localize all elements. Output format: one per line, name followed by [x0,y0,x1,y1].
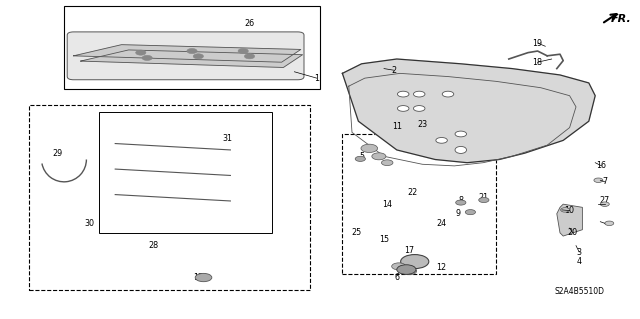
Circle shape [244,54,255,59]
Text: 5: 5 [359,152,364,161]
Text: 29: 29 [52,149,63,158]
Circle shape [238,48,248,54]
Text: 24: 24 [436,219,447,228]
Text: 4: 4 [577,257,582,266]
Circle shape [187,48,197,54]
Circle shape [442,91,454,97]
Text: 2: 2 [391,66,396,75]
Text: 20: 20 [568,228,578,237]
Circle shape [605,221,614,226]
Text: 19: 19 [532,39,543,48]
Circle shape [479,197,489,203]
Text: 17: 17 [404,246,415,255]
Text: 9: 9 [455,209,460,218]
Circle shape [455,131,467,137]
Circle shape [397,265,416,274]
Text: FR.: FR. [611,14,632,24]
Text: 1: 1 [314,74,319,83]
Text: 25: 25 [351,228,362,237]
FancyBboxPatch shape [67,32,304,80]
Circle shape [413,106,425,111]
Text: 6: 6 [394,273,399,282]
Text: 16: 16 [596,161,607,170]
FancyBboxPatch shape [342,134,496,274]
Text: 8: 8 [458,197,463,205]
Circle shape [136,50,146,55]
Circle shape [397,106,409,111]
Ellipse shape [455,146,467,153]
Circle shape [436,137,447,143]
Text: 7: 7 [602,177,607,186]
Text: S2A4B5510D: S2A4B5510D [554,287,604,296]
Text: 12: 12 [436,263,447,272]
Text: 14: 14 [382,200,392,209]
Text: 11: 11 [392,122,402,130]
Text: 3: 3 [577,248,582,256]
Circle shape [381,160,393,166]
Circle shape [561,208,570,212]
Circle shape [142,56,152,61]
Circle shape [456,200,466,205]
Circle shape [361,144,378,152]
Circle shape [401,255,429,269]
Circle shape [465,210,476,215]
Circle shape [403,268,417,275]
Text: 27: 27 [600,197,610,205]
Polygon shape [74,45,301,62]
FancyBboxPatch shape [64,6,320,89]
Polygon shape [81,50,303,68]
FancyBboxPatch shape [99,112,272,233]
Text: 21: 21 [478,193,488,202]
Circle shape [372,153,386,160]
Text: 22: 22 [408,189,418,197]
Text: 10: 10 [564,206,575,215]
Circle shape [193,54,204,59]
Circle shape [195,273,212,282]
Polygon shape [342,59,595,163]
Text: 31: 31 [222,134,232,143]
Polygon shape [557,204,582,236]
Circle shape [397,91,409,97]
Circle shape [600,202,609,206]
Text: 13: 13 [193,273,204,282]
Text: 23: 23 [417,120,428,129]
Circle shape [413,91,425,97]
Circle shape [392,263,406,270]
Text: 28: 28 [148,241,159,250]
Circle shape [355,156,365,161]
Circle shape [594,178,603,182]
Text: 30: 30 [84,219,95,228]
Text: 18: 18 [532,58,543,67]
Text: 15: 15 [379,235,389,244]
FancyBboxPatch shape [29,105,310,290]
Text: 26: 26 [244,19,255,28]
